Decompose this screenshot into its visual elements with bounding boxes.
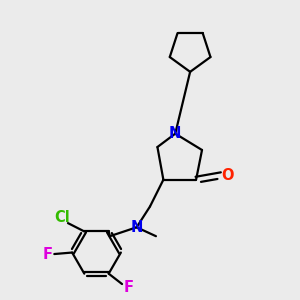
- Text: F: F: [43, 247, 53, 262]
- Text: F: F: [124, 280, 134, 295]
- Text: N: N: [169, 126, 182, 141]
- Text: N: N: [130, 220, 143, 235]
- Text: O: O: [222, 168, 234, 183]
- Text: Cl: Cl: [55, 210, 70, 225]
